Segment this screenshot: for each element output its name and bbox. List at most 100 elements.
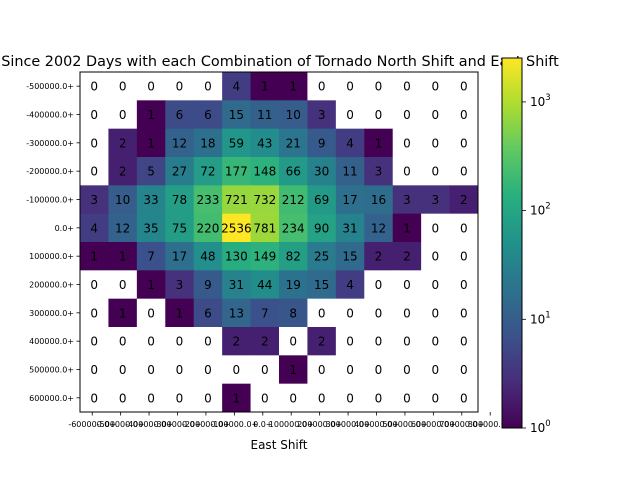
heatmap-cell bbox=[222, 270, 252, 300]
y-tick-label: 600000.0+ bbox=[29, 394, 74, 403]
cell-value-label: 33 bbox=[143, 193, 158, 207]
heatmap-cell bbox=[136, 72, 166, 101]
cell-value-label: 0 bbox=[432, 80, 440, 94]
heatmap-cell bbox=[421, 128, 451, 158]
cell-value-label: 0 bbox=[460, 335, 468, 349]
cell-value-label: 9 bbox=[204, 278, 212, 292]
cell-value-label: 0 bbox=[432, 278, 440, 292]
cell-value-label: 1 bbox=[147, 108, 155, 122]
cell-value-label: 0 bbox=[90, 391, 98, 405]
cell-value-label: 0 bbox=[375, 80, 383, 94]
heatmap-cell bbox=[250, 242, 280, 271]
cell-value-label: 1 bbox=[90, 250, 98, 264]
cell-value-label: 0 bbox=[432, 250, 440, 264]
cell-value-label: 0 bbox=[119, 108, 127, 122]
heatmap-cell bbox=[108, 72, 138, 101]
heatmap-cell bbox=[165, 100, 195, 130]
cell-value-label: 0 bbox=[460, 80, 468, 94]
x-tick-label: 600000.0+ bbox=[411, 420, 456, 429]
heatmap-cell bbox=[222, 128, 252, 158]
cell-value-label: 0 bbox=[403, 363, 411, 377]
cell-value-label: 0 bbox=[289, 391, 297, 405]
cell-value-label: 75 bbox=[172, 221, 187, 235]
heatmap-cell bbox=[307, 270, 337, 300]
heatmap-cell bbox=[193, 185, 223, 215]
y-tick-label: -200000.0+ bbox=[26, 167, 74, 176]
heatmap-cell bbox=[250, 270, 280, 300]
heatmap-cell bbox=[364, 213, 394, 243]
heatmap-cell bbox=[421, 100, 451, 130]
heatmap-cell bbox=[392, 298, 422, 328]
cell-value-label: 16 bbox=[371, 193, 386, 207]
colorbar-tick-label: 102 bbox=[530, 202, 551, 218]
cell-value-label: 0 bbox=[403, 108, 411, 122]
cell-value-label: 0 bbox=[204, 363, 212, 377]
cell-value-label: 2 bbox=[403, 250, 411, 264]
heatmap-cell bbox=[80, 270, 109, 300]
x-tick-label: -300000.0+ bbox=[154, 420, 202, 429]
cell-value-label: 0 bbox=[147, 306, 155, 320]
cell-value-label: 2 bbox=[119, 165, 127, 179]
cell-value-label: 0 bbox=[119, 335, 127, 349]
heatmap-cell bbox=[392, 100, 422, 130]
heatmap-cell bbox=[222, 213, 252, 243]
heatmap-cell bbox=[136, 242, 166, 271]
cell-value-label: 0 bbox=[375, 391, 383, 405]
heatmap-cell bbox=[193, 327, 223, 356]
cell-value-label: 781 bbox=[253, 221, 276, 235]
heatmap-cell bbox=[392, 327, 422, 356]
cell-value-label: 1 bbox=[289, 363, 297, 377]
cell-value-label: 0 bbox=[119, 278, 127, 292]
cell-value-label: 721 bbox=[225, 193, 248, 207]
cell-value-label: 4 bbox=[233, 80, 241, 94]
heatmap-cell bbox=[193, 100, 223, 130]
heatmap-cell bbox=[80, 72, 109, 101]
heatmap-cell bbox=[307, 100, 337, 130]
y-tick-label: 500000.0+ bbox=[29, 366, 74, 375]
heatmap-cell bbox=[335, 298, 365, 328]
cell-value-label: 10 bbox=[115, 193, 130, 207]
heatmap-cell bbox=[392, 72, 422, 101]
heatmap-cell bbox=[136, 157, 166, 186]
cell-value-label: 2 bbox=[375, 250, 383, 264]
cell-value-label: 90 bbox=[314, 221, 329, 235]
heatmap-cell bbox=[335, 100, 365, 130]
y-tick-label: -100000.0+ bbox=[26, 196, 74, 205]
heatmap-cell bbox=[279, 213, 308, 243]
y-tick-label: 200000.0+ bbox=[29, 281, 74, 290]
heatmap-cell bbox=[421, 72, 451, 101]
cell-value-label: 12 bbox=[172, 136, 187, 150]
heatmap-cell bbox=[80, 213, 109, 243]
cell-value-label: 212 bbox=[282, 193, 305, 207]
heatmap-cell bbox=[193, 383, 223, 413]
heatmap-cell bbox=[421, 383, 451, 413]
heatmap-cell bbox=[335, 128, 365, 158]
cell-value-label: 11 bbox=[342, 165, 357, 179]
heatmap-cell bbox=[335, 185, 365, 215]
heatmap-cell bbox=[250, 327, 280, 356]
heatmap-cell bbox=[165, 355, 195, 385]
heatmap-cell bbox=[193, 72, 223, 101]
heatmap-cell bbox=[193, 355, 223, 385]
cell-value-label: 0 bbox=[289, 335, 297, 349]
x-tick-label: 300000.0+ bbox=[326, 420, 371, 429]
cell-value-label: 17 bbox=[342, 193, 357, 207]
heatmap-cell bbox=[449, 383, 479, 413]
cell-value-label: 0 bbox=[346, 363, 354, 377]
heatmap-cell bbox=[222, 72, 252, 101]
cell-value-label: 15 bbox=[342, 250, 357, 264]
heatmap-cell bbox=[108, 185, 138, 215]
heatmap-cell bbox=[392, 128, 422, 158]
cell-value-label: 72 bbox=[200, 165, 215, 179]
heatmap-cell bbox=[250, 128, 280, 158]
heatmap-cell bbox=[165, 185, 195, 215]
y-tick-label: 300000.0+ bbox=[29, 309, 74, 318]
heatmap-cell bbox=[421, 185, 451, 215]
heatmap-cell bbox=[165, 383, 195, 413]
cell-value-label: 130 bbox=[225, 250, 248, 264]
heatmap-cell bbox=[108, 242, 138, 271]
cell-value-label: 0 bbox=[119, 391, 127, 405]
heatmap-cell bbox=[364, 270, 394, 300]
heatmap-cell bbox=[80, 383, 109, 413]
heatmap-cell bbox=[108, 355, 138, 385]
